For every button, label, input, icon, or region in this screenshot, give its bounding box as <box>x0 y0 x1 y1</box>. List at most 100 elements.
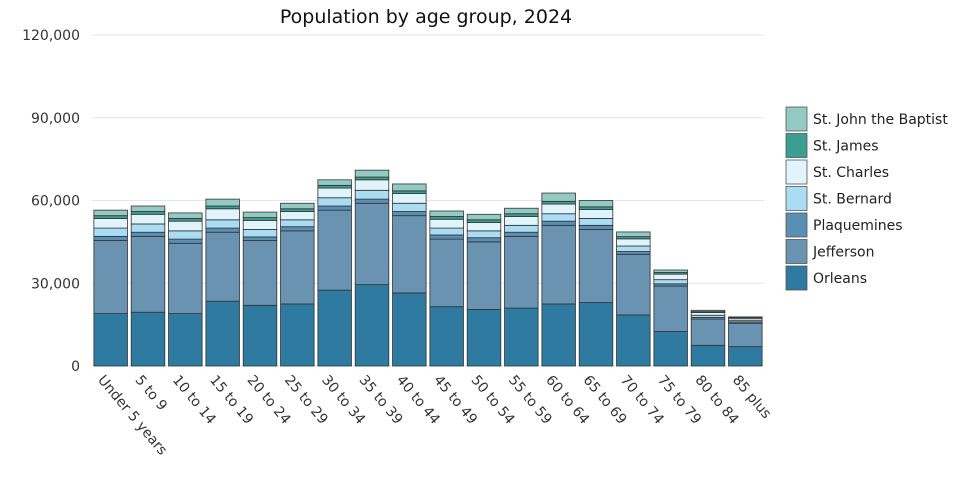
bar-segment <box>616 238 651 247</box>
legend-item: St. James <box>785 133 879 158</box>
bar-segment <box>429 216 464 220</box>
bar-stack <box>242 211 278 367</box>
bar-segment <box>653 269 688 273</box>
bar-segment <box>578 218 614 226</box>
bar-stack <box>616 231 651 367</box>
bar-segment <box>317 209 352 291</box>
bar-segment <box>466 309 502 367</box>
bar-segment <box>392 202 427 212</box>
legend-swatch <box>785 106 808 132</box>
bar-segment <box>429 218 464 229</box>
bar-stack <box>653 269 688 367</box>
bar-segment <box>205 198 240 207</box>
bar-segment <box>280 211 315 221</box>
bar-segment <box>616 251 651 255</box>
bar-segment <box>130 213 166 225</box>
legend-swatch <box>785 133 808 158</box>
bar-segment <box>616 245 651 252</box>
bar-segment <box>168 313 203 367</box>
bar-segment <box>317 289 352 367</box>
bar-segment <box>130 223 166 233</box>
bar-segment <box>354 202 390 286</box>
bar-segment <box>242 229 278 238</box>
y-tick-label: 30,000 <box>31 276 80 292</box>
bar-segment <box>130 231 166 237</box>
bar-segment <box>504 213 539 217</box>
legend-label: Orleans <box>813 271 867 287</box>
bar-stack <box>354 169 390 367</box>
bar-segment <box>280 226 315 232</box>
bar-segment <box>616 231 651 238</box>
bar-segment <box>317 184 352 189</box>
bar-stack <box>504 207 539 367</box>
bar-segment <box>466 213 502 221</box>
bar-segment <box>541 224 576 305</box>
bar-stack <box>392 183 427 367</box>
bar-segment <box>168 242 203 314</box>
y-axis-ticks: 0 30,000 60,000 90,000 120,000 <box>22 28 80 375</box>
legend-label: St. Charles <box>813 165 889 181</box>
bar-segment <box>354 284 390 367</box>
bar-segment <box>578 209 614 219</box>
bar-segment <box>690 344 726 367</box>
bar-segment <box>504 307 539 367</box>
legend-item: St. Bernard <box>785 186 892 211</box>
bar-segment <box>280 202 315 210</box>
bar-segment <box>354 198 390 204</box>
bar-stack <box>317 179 352 367</box>
bar-stack <box>578 200 614 367</box>
gridlines <box>92 34 764 367</box>
bar-segment <box>242 217 278 221</box>
bar-segment <box>205 205 240 210</box>
bar-segment <box>466 241 502 310</box>
bar-segment <box>168 218 203 222</box>
legend-item: Jefferson <box>785 239 875 264</box>
x-tick-label: Under 5 years <box>94 372 170 458</box>
legend-label: Plaquemines <box>813 218 903 234</box>
bar-stack <box>130 205 166 367</box>
legend-label: Jefferson <box>812 245 875 261</box>
bar-stack <box>280 202 315 367</box>
bar-segment <box>205 227 240 233</box>
bar-segment <box>354 189 390 200</box>
bar-segment <box>653 331 688 367</box>
bar-segment <box>504 224 539 233</box>
legend-swatch <box>785 239 808 264</box>
legend: St. John the Baptist St. James St. Charles… <box>785 106 948 291</box>
bar-segment <box>93 215 128 219</box>
bar-segment <box>541 203 576 215</box>
bar-segment <box>541 303 576 367</box>
legend-label: St. James <box>813 139 879 155</box>
bar-segment <box>168 230 203 240</box>
bar-segment <box>317 179 352 186</box>
bar-segment <box>653 285 688 332</box>
bar-stack <box>466 213 502 367</box>
bar-segment <box>392 211 427 217</box>
bar-segment <box>130 235 166 313</box>
bar-segment <box>280 230 315 305</box>
legend-swatch <box>785 212 808 238</box>
bar-segment <box>578 224 614 230</box>
bar-segment <box>504 216 539 226</box>
bar-segment <box>728 322 763 348</box>
bar-segment <box>578 206 614 211</box>
bar-segment <box>541 200 576 205</box>
bar-segment <box>429 227 464 236</box>
y-tick-label: 0 <box>71 359 80 375</box>
bar-segment <box>280 219 315 228</box>
bar-segment <box>392 215 427 294</box>
bar-stack <box>93 209 128 367</box>
bar-segment <box>541 220 576 226</box>
bar-segment <box>93 227 128 237</box>
bar-segment <box>130 205 166 212</box>
bar-segment <box>541 192 576 202</box>
bar-segment <box>205 208 240 221</box>
bar-segment <box>242 236 278 241</box>
bar-segment <box>578 229 614 303</box>
legend-item: St. John the Baptist <box>785 106 948 132</box>
y-tick-label: 120,000 <box>22 28 80 44</box>
bar-segment <box>242 219 278 230</box>
bar-segment <box>616 253 651 316</box>
